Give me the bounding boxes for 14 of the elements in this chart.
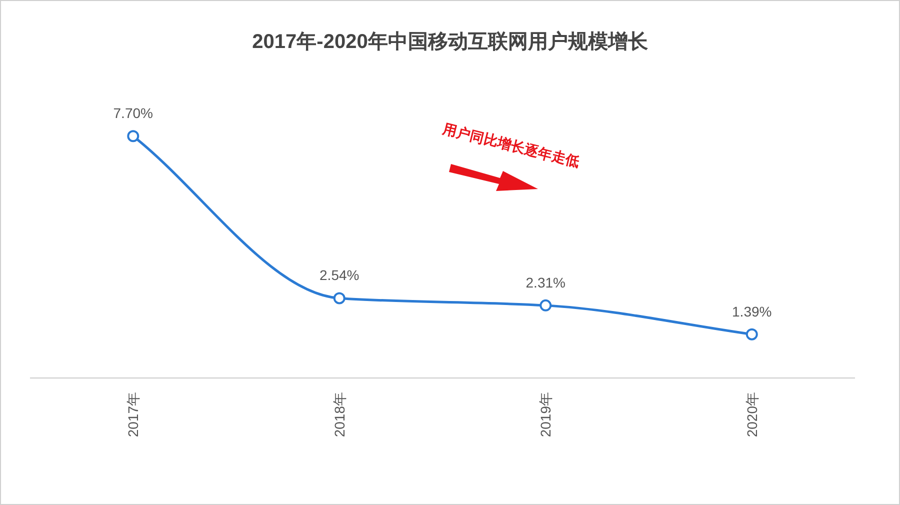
x-tick-label: 2020年 bbox=[744, 392, 760, 438]
x-tick-label: 2017年 bbox=[125, 392, 142, 438]
point bbox=[333, 292, 346, 304]
data-label: 2.54% bbox=[320, 267, 360, 284]
point bbox=[127, 130, 140, 142]
data-label: 2.31% bbox=[526, 274, 566, 290]
chart-title: 2017年-2020年中国移动互联网用户规模增长 bbox=[252, 30, 649, 53]
annotation: 用户同比增长逐年走低 bbox=[440, 120, 582, 170]
x-tick-label: 2018年 bbox=[331, 392, 348, 438]
point bbox=[540, 299, 552, 312]
data-label: 7.70% bbox=[113, 105, 153, 122]
x-tick-label: 2019年 bbox=[538, 392, 554, 438]
data-label: 1.39% bbox=[732, 303, 772, 320]
point bbox=[746, 328, 758, 340]
